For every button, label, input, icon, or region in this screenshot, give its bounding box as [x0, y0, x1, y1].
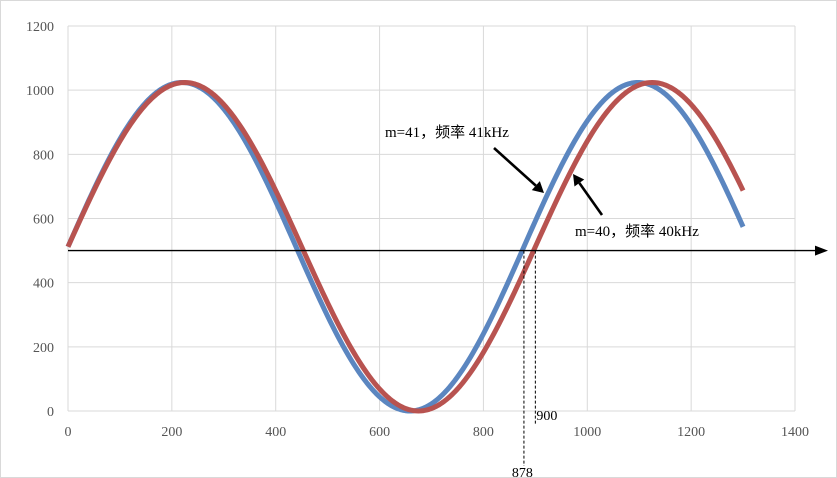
y-tick-label-400: 400 — [33, 277, 54, 292]
marker-group: 878 900 — [512, 250, 557, 478]
x-tick-label-1000: 1000 — [573, 425, 601, 440]
series-group — [65, 79, 746, 414]
marker-label-878: 878 — [512, 466, 533, 478]
x-tick-label-1400: 1400 — [781, 425, 809, 440]
x-axis-ticks: 0 200 400 600 800 1000 1200 1400 — [65, 425, 810, 440]
series-line-m40 — [65, 79, 746, 414]
annotation-group: m=41，频率 41kHz m=40，频率 40kHz — [385, 124, 699, 240]
x-tick-label-0: 0 — [65, 425, 72, 440]
annotation-arrow-m41-head — [531, 181, 544, 193]
gridlines — [67, 25, 796, 412]
annotation-arrow-m41 — [493, 147, 537, 187]
y-tick-label-200: 200 — [33, 341, 54, 356]
x-tick-label-800: 800 — [473, 425, 494, 440]
y-axis-ticks: 0 200 400 600 800 1000 1200 — [26, 20, 54, 420]
x-tick-label-1200: 1200 — [677, 425, 705, 440]
x-tick-label-200: 200 — [161, 425, 182, 440]
y-tick-label-0: 0 — [47, 405, 54, 420]
x-tick-label-400: 400 — [265, 425, 286, 440]
annotation-arrow-m40 — [578, 182, 604, 216]
y-tick-label-800: 800 — [33, 148, 54, 163]
y-tick-label-1200: 1200 — [26, 20, 54, 35]
y-tick-label-1000: 1000 — [26, 84, 54, 99]
annotation-m40: m=40，频率 40kHz — [575, 223, 699, 240]
marker-label-900: 900 — [536, 409, 557, 424]
threshold-group — [68, 245, 828, 256]
x-tick-label-600: 600 — [369, 425, 390, 440]
threshold-arrowhead — [815, 245, 828, 256]
annotation-arrow-m40-head — [573, 174, 585, 187]
y-tick-label-600: 600 — [33, 213, 54, 228]
annotation-m41: m=41，频率 41kHz — [385, 124, 509, 141]
